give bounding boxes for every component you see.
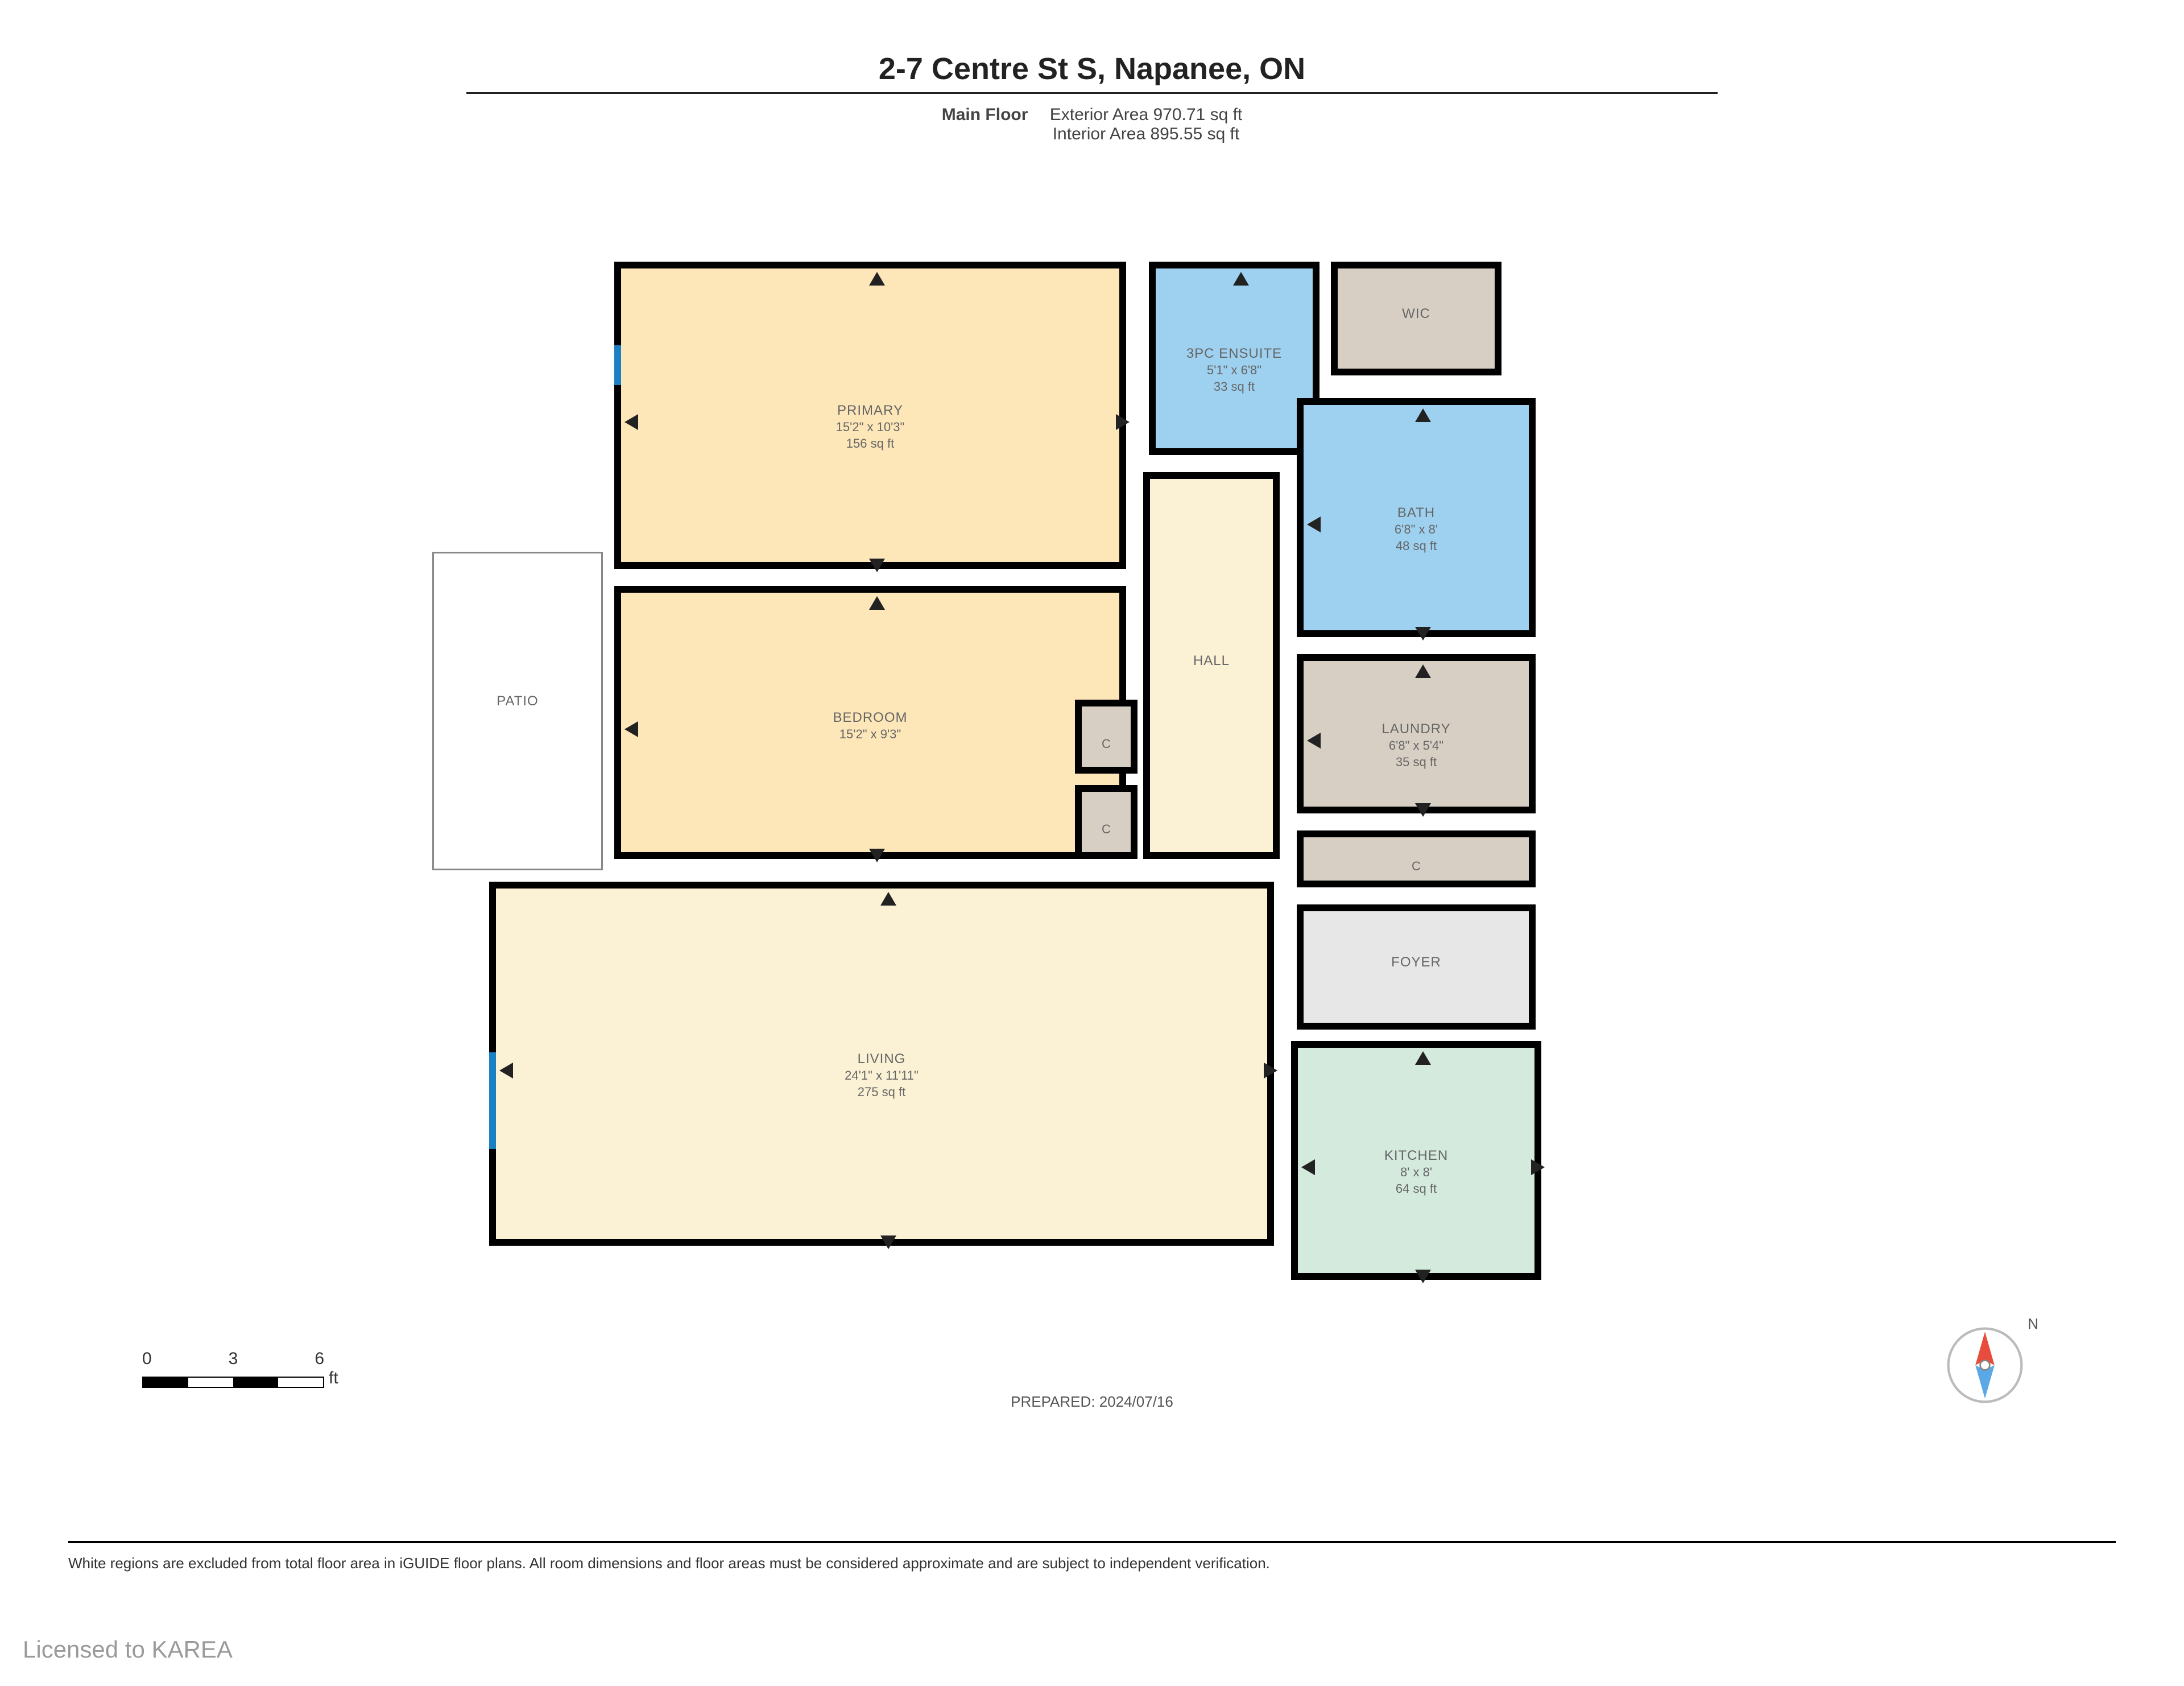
dim-arrow	[1415, 803, 1431, 817]
dim-arrow	[1415, 1051, 1431, 1065]
dim-arrow	[869, 272, 885, 286]
room-label-closet3: C	[1304, 859, 1529, 874]
scale-mark-1: 3	[229, 1349, 238, 1369]
room-ensuite: 3PC ENSUITE5'1" x 6'8"33 sq ft	[1149, 262, 1320, 455]
title-underline	[466, 92, 1718, 94]
dim-arrow	[880, 892, 896, 906]
scale-mark-0: 0	[142, 1349, 152, 1369]
scale-bar-graphic	[142, 1377, 324, 1388]
room-closet3: C	[1297, 830, 1536, 887]
room-label-hall: HALL	[1150, 652, 1273, 670]
room-label-primary: PRIMARY15'2" x 10'3"156 sq ft	[621, 402, 1119, 452]
dim-arrow	[1264, 1063, 1277, 1078]
interior-area-row: Main Floor Interior Area 895.55 sq ft	[68, 125, 2116, 144]
room-laundry: LAUNDRY6'8" x 5'4"35 sq ft	[1297, 654, 1536, 813]
exterior-area: Exterior Area 970.71 sq ft	[1050, 105, 1243, 124]
license-text: Licensed to KAREA	[23, 1636, 233, 1663]
room-label-wic: WIC	[1338, 305, 1495, 323]
dim-arrow	[624, 414, 638, 430]
room-label-closet2: C	[1082, 822, 1131, 837]
floor-label: Main Floor	[942, 105, 1028, 124]
dim-arrow	[499, 1063, 513, 1078]
page-title: 2-7 Centre St S, Napanee, ON	[68, 51, 2116, 86]
dim-arrow	[1301, 1159, 1315, 1175]
dim-arrow	[1415, 408, 1431, 422]
room-kitchen: KITCHEN8' x 8'64 sq ft	[1291, 1041, 1541, 1280]
room-primary: PRIMARY15'2" x 10'3"156 sq ft	[614, 262, 1126, 569]
room-hall: HALL	[1143, 472, 1280, 859]
room-label-bath: BATH6'8" x 8'48 sq ft	[1304, 504, 1529, 554]
room-label-bedroom: BEDROOM15'2" x 9'3"	[621, 709, 1119, 743]
room-label-ensuite: 3PC ENSUITE5'1" x 6'8"33 sq ft	[1156, 345, 1313, 395]
dim-arrow	[1307, 733, 1321, 749]
dim-arrow	[869, 559, 885, 572]
dim-arrow	[880, 1235, 896, 1249]
scale-unit: ft	[329, 1369, 338, 1388]
dim-arrow	[1415, 627, 1431, 640]
floor-info: Main Floor Exterior Area 970.71 sq ft	[68, 105, 2116, 125]
room-bedroom: BEDROOM15'2" x 9'3"	[614, 586, 1126, 859]
scale-mark-2: 6	[315, 1349, 324, 1369]
room-closet2: C	[1075, 785, 1138, 859]
room-label-laundry: LAUNDRY6'8" x 5'4"35 sq ft	[1304, 720, 1529, 770]
room-label-kitchen: KITCHEN8' x 8'64 sq ft	[1298, 1147, 1534, 1197]
room-closet1: C	[1075, 700, 1138, 774]
dim-arrow	[1531, 1159, 1545, 1175]
dim-arrow	[869, 596, 885, 610]
room-foyer: FOYER	[1297, 904, 1536, 1030]
page: 2-7 Centre St S, Napanee, ON Main Floor …	[68, 34, 2116, 1598]
floor-plan: PRIMARY15'2" x 10'3"156 sq ft 3PC ENSUITE…	[580, 228, 1661, 1308]
dim-arrow	[869, 849, 885, 862]
room-patio: PATIO	[432, 552, 603, 870]
room-bath: BATH6'8" x 8'48 sq ft	[1297, 398, 1536, 637]
dim-arrow	[1233, 272, 1249, 286]
footnote: White regions are excluded from total fl…	[68, 1541, 2116, 1572]
dim-arrow	[1415, 664, 1431, 678]
room-wic: WIC	[1331, 262, 1502, 375]
dim-arrow	[1116, 414, 1130, 430]
room-living: LIVING24'1" x 11'11"275 sq ft	[489, 882, 1274, 1246]
room-label-closet1: C	[1082, 737, 1131, 751]
room-label-living: LIVING24'1" x 11'11"275 sq ft	[496, 1050, 1267, 1100]
window	[614, 345, 621, 385]
prepared-date: PREPARED: 2024/07/16	[68, 1393, 2116, 1411]
compass-n: N	[2028, 1315, 2038, 1333]
window	[489, 1052, 496, 1149]
dim-arrow	[1307, 516, 1321, 532]
dim-arrow	[624, 721, 638, 737]
interior-area: Interior Area 895.55 sq ft	[1053, 125, 1240, 143]
room-label-patio: PATIO	[434, 692, 601, 710]
room-label-foyer: FOYER	[1304, 953, 1529, 971]
scale-bar: 0 3 6 ft	[142, 1349, 381, 1388]
dim-arrow	[1415, 1270, 1431, 1283]
